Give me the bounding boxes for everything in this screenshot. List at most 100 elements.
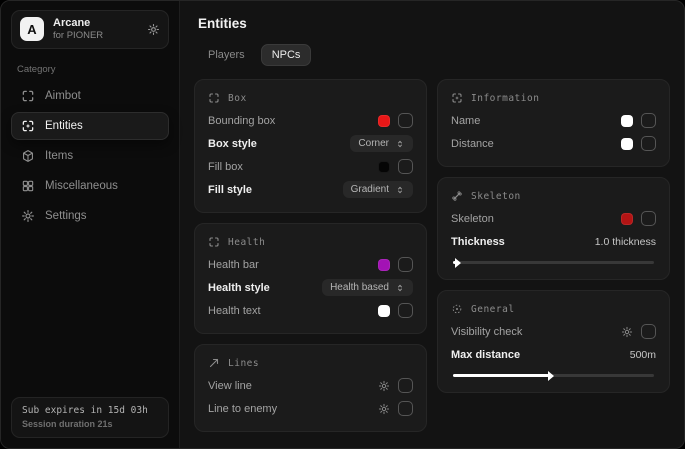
- gear-icon: [21, 209, 35, 223]
- information-card-header: Information: [451, 92, 656, 104]
- sidebar-nav: Aimbot Entities Items Miscellaneous Sett…: [11, 82, 169, 230]
- tab-players[interactable]: Players: [208, 49, 245, 61]
- sidebar-item-label: Entities: [45, 119, 83, 132]
- color-swatch[interactable]: [378, 160, 390, 173]
- setting-label: Health text: [208, 304, 261, 317]
- health-text-row: Health text: [208, 299, 413, 322]
- visibility-check-row: Visibility check: [451, 320, 656, 343]
- right-column: Information Name Distance: [437, 79, 670, 393]
- color-swatch[interactable]: [378, 114, 390, 127]
- setting-label: Skeleton: [451, 212, 494, 225]
- color-swatch[interactable]: [621, 114, 633, 127]
- gear-icon[interactable]: [378, 403, 390, 415]
- card-title: Box: [228, 92, 247, 104]
- slider-value: 1.0 thickness: [594, 235, 656, 248]
- page-title: Entities: [198, 16, 247, 31]
- sidebar-item-items[interactable]: Items: [11, 142, 169, 170]
- fill-style-row: Fill style Gradient: [208, 178, 413, 201]
- checkbox[interactable]: [398, 159, 413, 174]
- sidebar-item-label: Items: [45, 149, 74, 162]
- app-logo: A: [20, 17, 44, 42]
- health-bar-row: Health bar: [208, 253, 413, 276]
- left-column: Box Bounding box Box style Corner: [194, 79, 427, 432]
- gear-icon[interactable]: [147, 23, 160, 36]
- checkbox[interactable]: [398, 378, 413, 393]
- checkbox[interactable]: [398, 257, 413, 272]
- setting-label: Thickness: [451, 235, 505, 248]
- settings-columns: Box Bounding box Box style Corner: [194, 79, 670, 432]
- sidebar-item-miscellaneous[interactable]: Miscellaneous: [11, 172, 169, 200]
- general-card: General Visibility check Max distance 50…: [437, 290, 670, 393]
- fill-style-dropdown[interactable]: Gradient: [342, 181, 413, 198]
- health-style-dropdown[interactable]: Health based: [322, 279, 413, 296]
- checkbox[interactable]: [398, 401, 413, 416]
- dashed-circle-icon: [451, 303, 463, 315]
- color-swatch[interactable]: [621, 137, 633, 150]
- dropdown-value: Corner: [358, 138, 389, 149]
- slider-fill: [453, 257, 461, 268]
- color-swatch[interactable]: [378, 258, 390, 271]
- checkbox[interactable]: [398, 303, 413, 318]
- setting-label: Line to enemy: [208, 402, 278, 415]
- gear-icon[interactable]: [378, 380, 390, 392]
- thickness-row: Thickness 1.0 thickness: [451, 230, 656, 253]
- entity-tabs: Players NPCs: [197, 44, 670, 66]
- tab-npcs[interactable]: NPCs: [260, 44, 312, 66]
- chevrons-up-down-icon: [395, 185, 405, 195]
- brand-card: A Arcane for PIONER: [11, 10, 169, 49]
- line-to-enemy-row: Line to enemy: [208, 397, 413, 420]
- thickness-slider[interactable]: [453, 257, 654, 268]
- health-card-header: Health: [208, 236, 413, 248]
- app-name: Arcane: [53, 17, 91, 29]
- box-card-header: Box: [208, 92, 413, 104]
- scan-brackets-icon: [208, 92, 220, 104]
- color-swatch[interactable]: [621, 212, 633, 225]
- brand-text: Arcane for PIONER: [53, 17, 103, 42]
- sub-expiry-text: Sub expires in 15d 03h: [22, 405, 148, 416]
- card-title: Lines: [228, 357, 260, 369]
- max-distance-row: Max distance 500m: [451, 343, 656, 366]
- max-distance-slider[interactable]: [453, 370, 654, 381]
- fill-box-row: Fill box: [208, 155, 413, 178]
- card-title: General: [471, 303, 515, 315]
- bone-icon: [451, 190, 463, 202]
- checkbox[interactable]: [641, 113, 656, 128]
- sidebar-item-entities[interactable]: Entities: [11, 111, 169, 140]
- setting-label: Health bar: [208, 258, 259, 271]
- lines-card-header: Lines: [208, 357, 413, 369]
- setting-label: Visibility check: [451, 325, 523, 338]
- dropdown-value: Health based: [330, 282, 389, 293]
- slider-handle[interactable]: [548, 370, 555, 381]
- box-style-row: Box style Corner: [208, 132, 413, 155]
- card-title: Information: [471, 92, 540, 104]
- session-duration-text: Session duration 21s: [22, 419, 113, 429]
- sidebar-item-aimbot[interactable]: Aimbot: [11, 82, 169, 110]
- slider-fill: [453, 370, 555, 381]
- setting-label: Fill style: [208, 183, 253, 196]
- subscription-card: Sub expires in 15d 03h Session duration …: [11, 397, 169, 438]
- card-title: Skeleton: [471, 190, 521, 202]
- app-subtitle: for PIONER: [53, 29, 104, 41]
- category-label: Category: [17, 63, 56, 75]
- gear-icon[interactable]: [621, 326, 633, 338]
- dropdown-value: Gradient: [350, 184, 389, 195]
- distance-row: Distance: [451, 132, 656, 155]
- checkbox[interactable]: [641, 211, 656, 226]
- crosshair-scan-icon: [21, 89, 35, 103]
- general-card-header: General: [451, 303, 656, 315]
- bounding-box-row: Bounding box: [208, 109, 413, 132]
- checkbox[interactable]: [398, 113, 413, 128]
- box-style-dropdown[interactable]: Corner: [350, 135, 413, 152]
- slider-handle[interactable]: [455, 257, 461, 268]
- card-title: Health: [228, 236, 266, 248]
- color-swatch[interactable]: [378, 304, 390, 317]
- sidebar-item-label: Aimbot: [45, 89, 81, 102]
- sidebar-item-settings[interactable]: Settings: [11, 202, 169, 230]
- view-line-row: View line: [208, 374, 413, 397]
- skeleton-card-header: Skeleton: [451, 190, 656, 202]
- setting-label: Name: [451, 114, 481, 127]
- checkbox[interactable]: [641, 324, 656, 339]
- entities-icon: [21, 119, 35, 133]
- checkbox[interactable]: [641, 136, 656, 151]
